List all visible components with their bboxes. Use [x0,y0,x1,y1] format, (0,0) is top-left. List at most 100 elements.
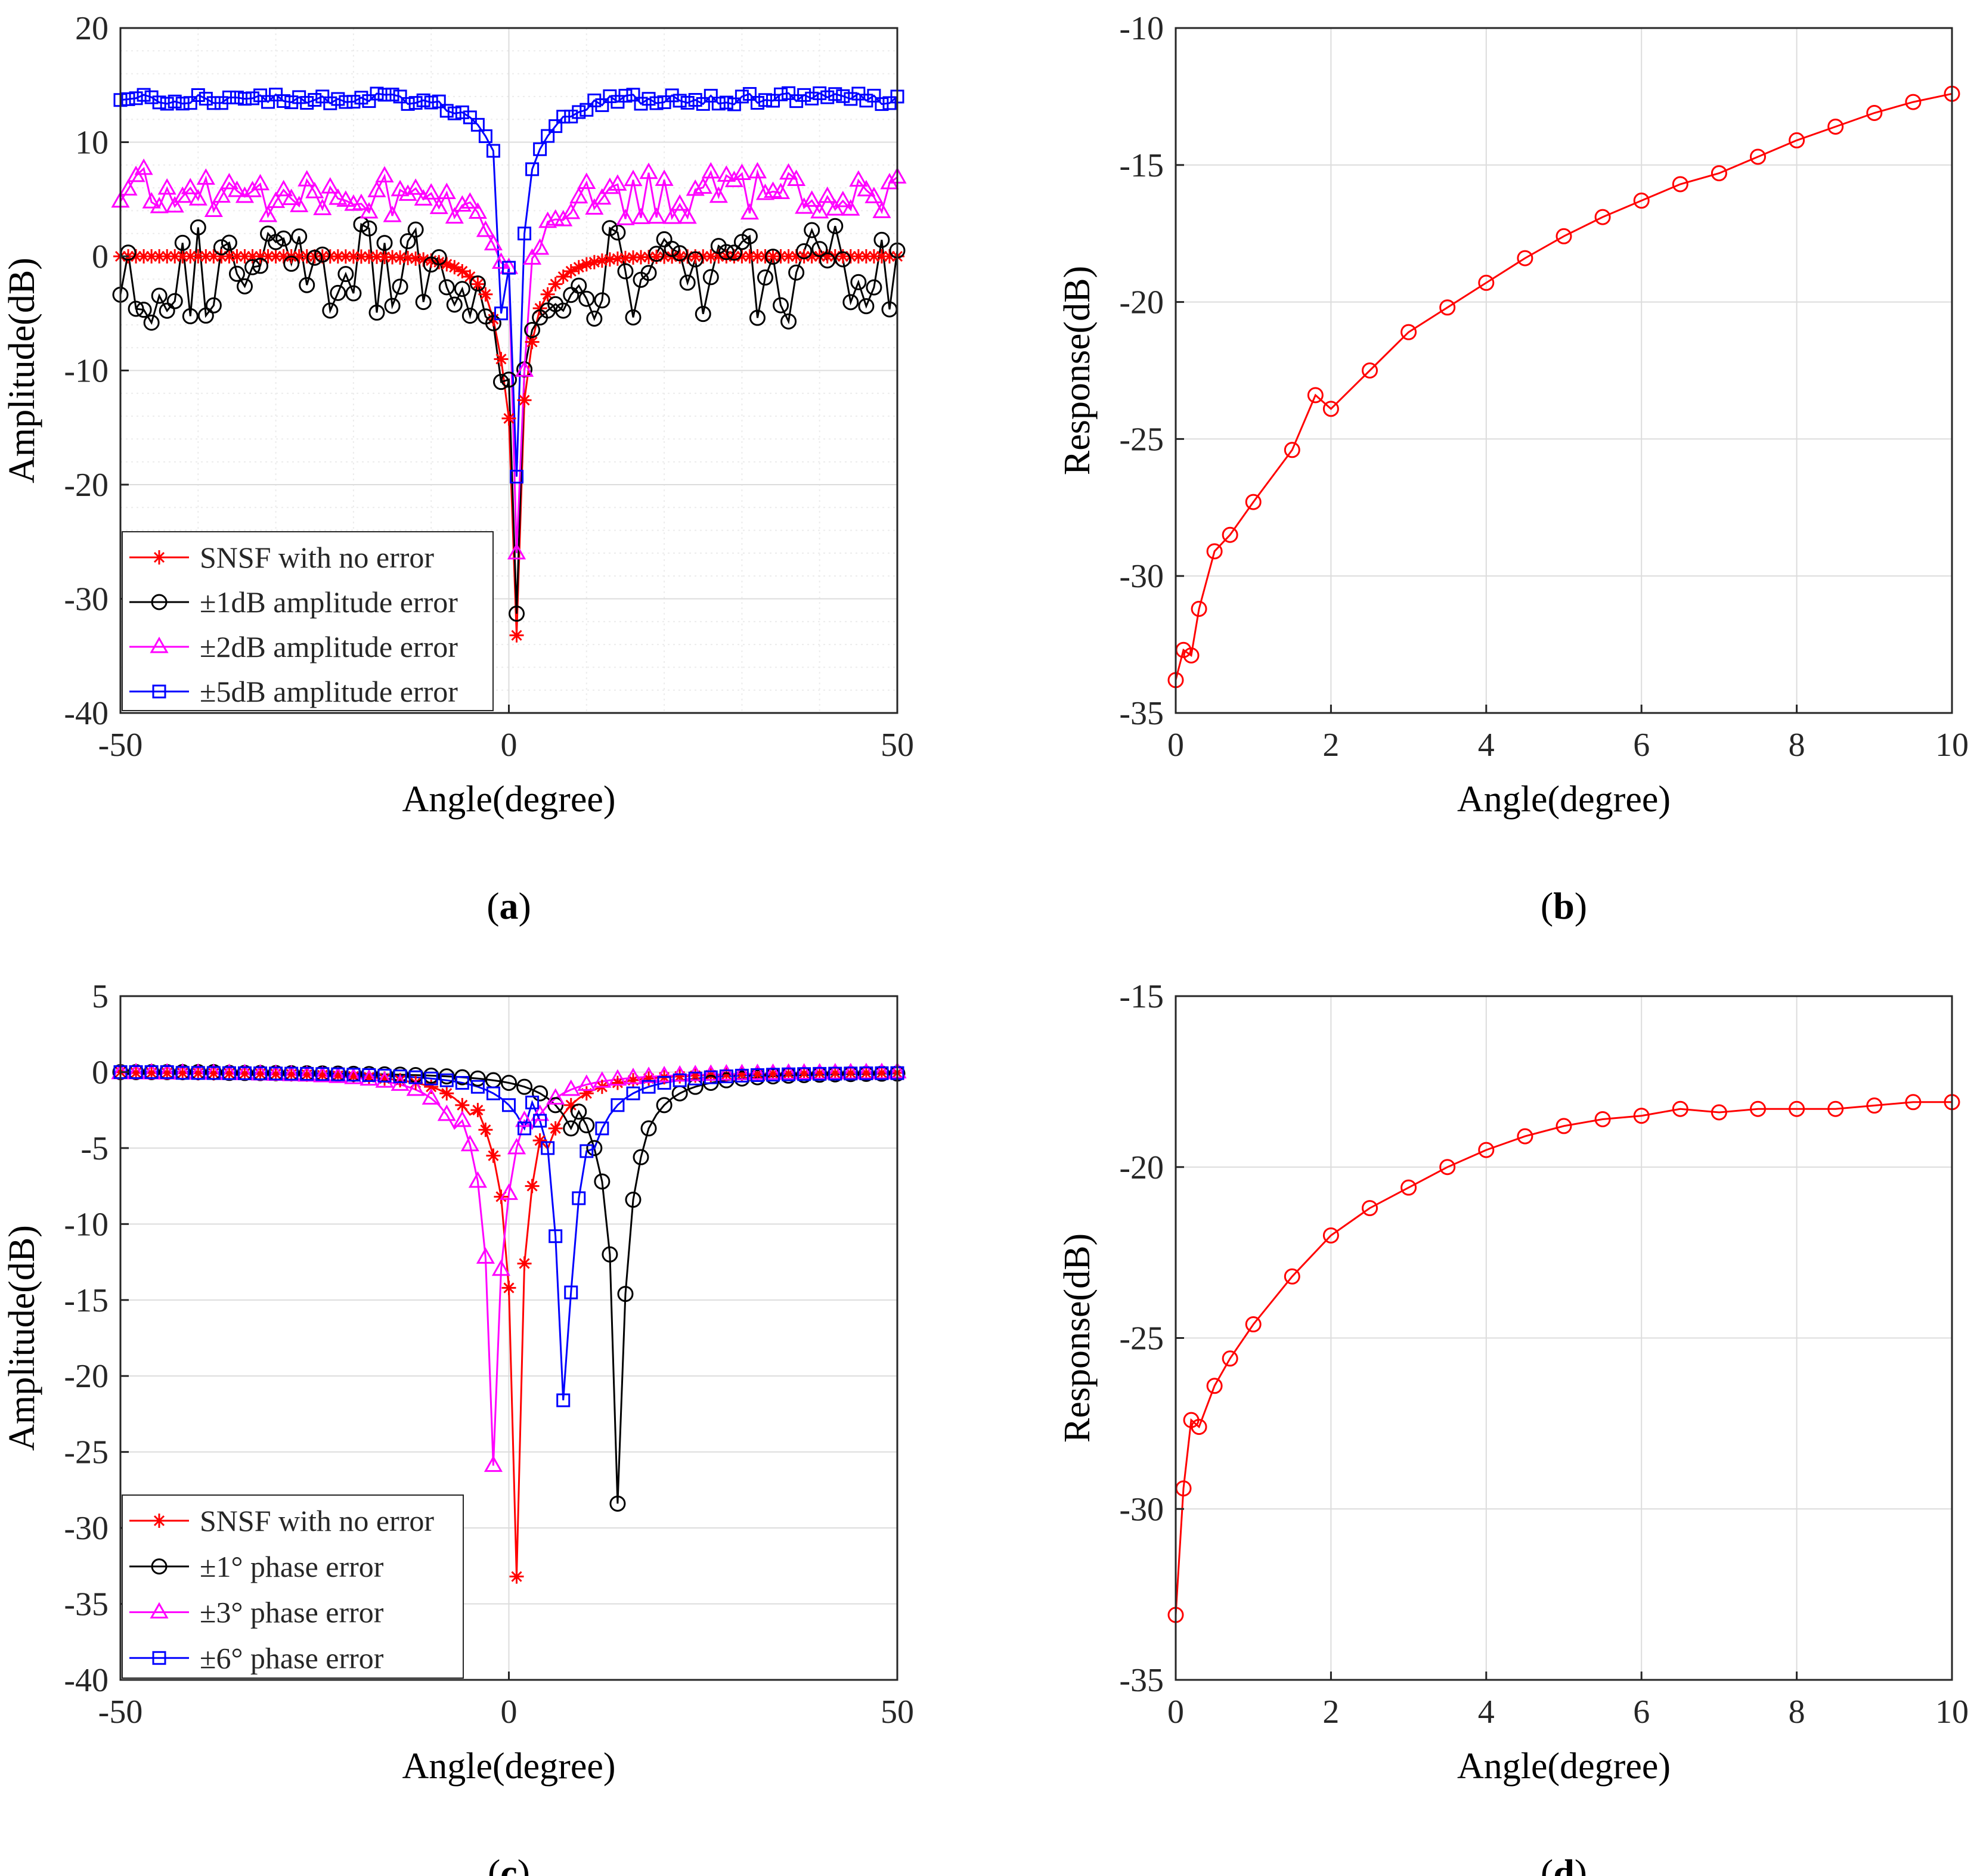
data-point [1827,1100,1844,1117]
legend-item: ±6° phase error [129,1641,384,1675]
data-point [617,1286,634,1303]
data-point [810,1063,829,1080]
data-point [199,92,213,106]
data-point [507,1137,526,1155]
data-point [673,94,687,108]
data-point [392,278,408,295]
data-point [609,1495,626,1512]
data-point [168,94,182,108]
data-point [134,158,153,175]
data-point [315,1068,330,1083]
x-tick-label: 10 [1935,1694,1969,1731]
data-point [797,1067,811,1081]
data-point [437,182,456,199]
data-point [150,1602,169,1618]
data-point [625,1192,642,1208]
data-point [509,628,524,643]
data-point [679,274,696,291]
data-point [719,1069,733,1084]
data-point [655,1065,674,1083]
data-point [1866,1097,1883,1114]
data-point [639,162,658,179]
data-point [235,186,255,203]
x-tick-label: 2 [1322,1694,1339,1731]
data-point [608,174,627,191]
data-point [384,297,401,314]
data-point [804,249,819,264]
panel-caption: (b) [1541,885,1587,927]
data-point [857,1062,876,1080]
data-point [160,1065,174,1079]
data-point [152,684,166,699]
data-point [843,1066,858,1081]
data-point [585,198,604,215]
data-point [460,1134,479,1152]
data-point [1478,274,1495,291]
data-point [416,252,431,267]
data-point [818,186,837,203]
data-point [595,98,609,112]
data-point [648,246,665,262]
y-tick-label: -25 [1119,1320,1164,1357]
data-point [610,251,625,266]
data-point [647,207,666,224]
data-point [393,1073,408,1088]
data-point [633,1149,649,1165]
data-point [478,129,492,143]
y-axis-label: Response(dB) [1057,1233,1098,1443]
data-point [423,1067,439,1084]
data-point [375,166,394,183]
data-point [197,307,214,324]
data-point [408,1070,423,1084]
data-point [1400,1179,1417,1196]
y-tick-label: 0 [92,1054,109,1091]
data-point [244,259,261,275]
data-point [485,315,501,331]
panel-a: -50 0 50 20 10 0 -10 -20 -30 -40 Angle(degree) Am… [2,10,914,927]
data-point [424,253,439,268]
data-point [563,1120,580,1137]
data-point [749,309,766,326]
data-point [188,189,207,206]
data-point [438,279,455,296]
y-axis-label: Amplitude(dB) [2,1225,42,1451]
data-point [445,207,464,224]
data-point [1245,1316,1262,1333]
data-point [205,297,222,314]
data-point [688,1068,703,1083]
data-point [1711,165,1727,182]
data-point [782,86,796,100]
data-point [299,1067,314,1082]
data-point [1905,1094,1922,1111]
legend-label: ±2dB amplitude error [200,630,458,663]
legend: SNSF with no error ±1° phase error ±3° pha… [122,1494,464,1679]
data-point [533,142,547,156]
data-point [376,235,393,252]
data-point [468,202,487,219]
data-point [346,249,361,264]
data-point [718,244,735,261]
data-point [766,249,780,264]
data-point [532,1085,549,1102]
data-point [602,252,617,267]
data-point [875,97,889,111]
data-point [236,278,253,294]
data-point [634,97,648,111]
legend-item: SNSF with no error [129,541,434,574]
data-point [152,1651,166,1665]
data-point [362,94,376,108]
data-point [261,249,275,264]
data-point [639,1066,658,1083]
data-point [556,1393,571,1407]
data-point [779,1063,798,1080]
data-point [157,178,176,195]
data-point [866,249,881,263]
data-point [1183,647,1200,663]
data-point [375,1071,394,1088]
data-point [175,1066,190,1080]
data-point [150,197,169,213]
data-point [579,1086,594,1101]
y-tick-label: 0 [92,238,109,275]
data-point [578,1117,595,1134]
data-point [470,1080,485,1094]
